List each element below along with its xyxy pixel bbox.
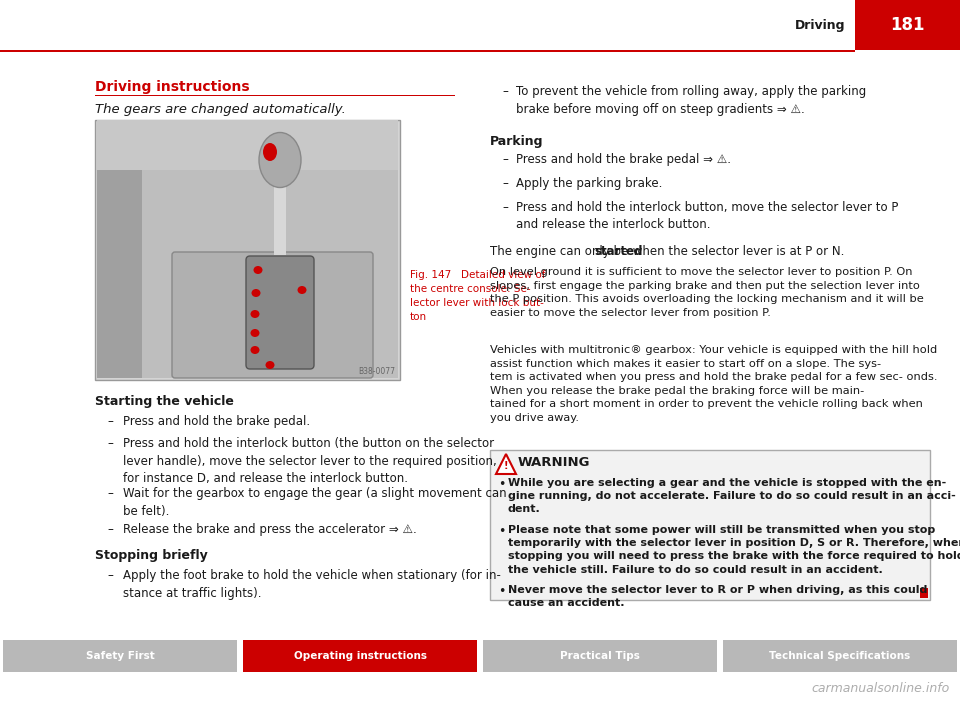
Text: Wait for the gearbox to engage the gear (a slight movement can
be felt).: Wait for the gearbox to engage the gear … — [123, 487, 507, 517]
Text: Please note that some power will still be transmitted when you stop
temporarily : Please note that some power will still b… — [508, 525, 960, 575]
Text: Release the brake and press the accelerator ⇒ ⚠.: Release the brake and press the accelera… — [123, 523, 417, 536]
Text: •: • — [498, 525, 505, 538]
Ellipse shape — [251, 346, 259, 354]
Bar — [920, 588, 928, 598]
Text: –: – — [107, 487, 113, 500]
Text: WARNING: WARNING — [518, 456, 590, 469]
Text: !: ! — [504, 461, 508, 471]
FancyBboxPatch shape — [246, 256, 314, 369]
Text: Apply the parking brake.: Apply the parking brake. — [516, 177, 662, 190]
Bar — [95, 95, 455, 96]
Text: –: – — [107, 415, 113, 428]
Ellipse shape — [251, 329, 259, 337]
FancyBboxPatch shape — [490, 450, 930, 600]
Ellipse shape — [263, 143, 277, 161]
Bar — [483, 640, 717, 672]
Text: Fig. 147   Detailed view of
the centre console: Se-
lector lever with lock but-
: Fig. 147 Detailed view of the centre con… — [410, 270, 545, 322]
Text: Stopping briefly: Stopping briefly — [95, 549, 207, 562]
Text: Operating instructions: Operating instructions — [294, 651, 426, 661]
Text: –: – — [107, 569, 113, 582]
Text: –: – — [107, 523, 113, 536]
Text: To prevent the vehicle from rolling away, apply the parking
brake before moving : To prevent the vehicle from rolling away… — [516, 85, 866, 116]
Ellipse shape — [253, 266, 262, 274]
Text: Apply the foot brake to hold the vehicle when stationary (for in-
stance at traf: Apply the foot brake to hold the vehicle… — [123, 569, 501, 599]
Ellipse shape — [252, 289, 260, 297]
Text: –: – — [502, 153, 508, 166]
Text: –: – — [502, 85, 508, 98]
Text: •: • — [498, 585, 505, 598]
Text: Press and hold the interlock button, move the selector lever to P
and release th: Press and hold the interlock button, mov… — [516, 201, 899, 231]
Text: Parking: Parking — [490, 135, 543, 148]
Text: The gears are changed automatically.: The gears are changed automatically. — [95, 103, 346, 116]
Text: While you are selecting a gear and the vehicle is stopped with the en-
gine runn: While you are selecting a gear and the v… — [508, 478, 956, 515]
Bar — [97, 122, 398, 378]
Text: –: – — [502, 177, 508, 190]
Text: Driving instructions: Driving instructions — [95, 80, 250, 94]
Bar — [95, 120, 400, 380]
Bar — [97, 170, 142, 378]
Ellipse shape — [298, 286, 306, 294]
Text: Safety First: Safety First — [85, 651, 155, 661]
Text: Never move the selector lever to R or P when driving, as this could
cause an acc: Never move the selector lever to R or P … — [508, 585, 927, 608]
Text: carmanualsonline.info: carmanualsonline.info — [812, 682, 950, 695]
Text: –: – — [502, 201, 508, 214]
Text: Practical Tips: Practical Tips — [560, 651, 640, 661]
Bar — [97, 120, 398, 170]
Text: B38-0077: B38-0077 — [358, 367, 395, 376]
Text: Starting the vehicle: Starting the vehicle — [95, 395, 234, 408]
Text: –: – — [107, 437, 113, 450]
Bar — [723, 640, 957, 672]
Text: started: started — [594, 245, 643, 258]
Bar — [274, 175, 286, 255]
Text: The engine can only be: The engine can only be — [490, 245, 632, 258]
Text: Technical Specifications: Technical Specifications — [769, 651, 911, 661]
Ellipse shape — [251, 310, 259, 318]
Ellipse shape — [266, 361, 275, 369]
Bar — [855, 0, 960, 50]
Bar — [3, 640, 237, 672]
Bar — [0, 50, 855, 52]
Text: when the selector lever is at P or N.: when the selector lever is at P or N. — [629, 245, 844, 258]
Text: Press and hold the brake pedal ⇒ ⚠.: Press and hold the brake pedal ⇒ ⚠. — [516, 153, 731, 166]
Text: Driving: Driving — [795, 18, 845, 32]
Polygon shape — [496, 454, 516, 474]
Text: •: • — [498, 478, 505, 491]
Bar — [243, 640, 477, 672]
Text: Press and hold the interlock button (the button on the selector
lever handle), m: Press and hold the interlock button (the… — [123, 437, 496, 485]
Text: Vehicles with multitronic® gearbox: Your vehicle is equipped with the hill hold : Vehicles with multitronic® gearbox: Your… — [490, 345, 938, 423]
Text: 181: 181 — [890, 16, 924, 34]
Text: Press and hold the brake pedal.: Press and hold the brake pedal. — [123, 415, 310, 428]
FancyBboxPatch shape — [172, 252, 373, 378]
Ellipse shape — [259, 132, 301, 187]
Text: On level ground it is sufficient to move the selector lever to position P. On
sl: On level ground it is sufficient to move… — [490, 267, 924, 318]
